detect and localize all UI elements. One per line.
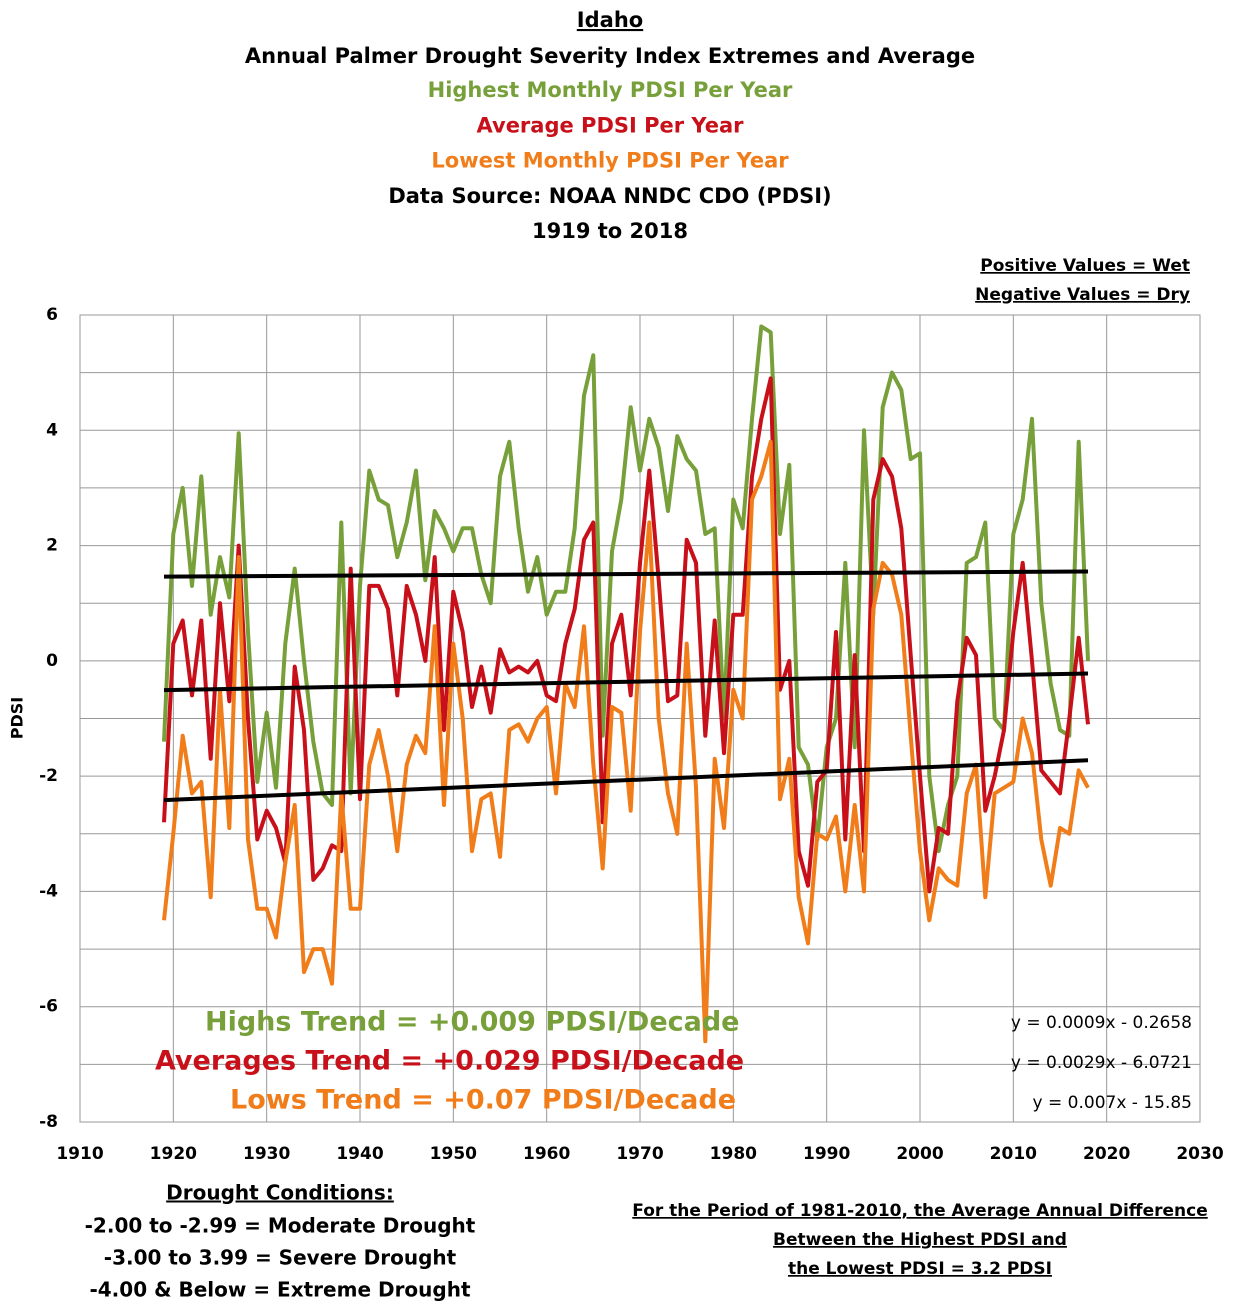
x-tick-label: 1930 [243,1144,290,1164]
x-tick-label: 1940 [336,1144,383,1164]
title-line: Lowest Monthly PDSI Per Year [431,149,789,173]
y-tick-label: 4 [46,420,58,440]
y-tick-label: 0 [46,651,58,671]
period-note: the Lowest PDSI = 3.2 PDSI [788,1259,1052,1279]
x-tick-label: 1970 [616,1144,663,1164]
x-tick-label: 1950 [430,1144,477,1164]
trend-equation: y = 0.007x - 15.85 [1033,1093,1192,1113]
trend-line [163,569,1089,579]
series-line [162,439,1090,1044]
title-line: 1919 to 2018 [532,219,688,243]
drought-line: -2.00 to -2.99 = Moderate Drought [85,1214,476,1238]
x-tick-label: 1990 [803,1144,850,1164]
y-axis-label: PDSI [8,697,27,739]
x-tick-label: 1920 [150,1144,197,1164]
trend-equation: y = 0.0009x - 0.2658 [1011,1013,1192,1033]
y-tick-label: 6 [46,305,58,325]
chart-subtitle: Annual Palmer Drought Severity Index Ext… [245,44,975,68]
y-tick-label: -8 [39,1112,58,1132]
series-line [162,376,1090,894]
x-tick-label: 1980 [710,1144,757,1164]
x-tick-label: 2020 [1083,1144,1130,1164]
y-tick-label: -2 [39,766,58,786]
x-tick-label: 1910 [56,1144,103,1164]
chart-title: Idaho [577,8,643,32]
drought-heading: Drought Conditions: [166,1181,394,1205]
y-tick-label: 2 [46,536,58,556]
x-tick-label: 2000 [896,1144,943,1164]
corner-note: Negative Values = Dry [975,285,1190,305]
x-tick-label: 1960 [523,1144,570,1164]
y-tick-label: -6 [39,997,58,1017]
trend-line [163,671,1089,693]
corner-note: Positive Values = Wet [980,256,1190,276]
y-tick-label: -4 [39,881,58,901]
trend-line [163,758,1089,803]
title-line: Highest Monthly PDSI Per Year [428,78,793,102]
period-note: For the Period of 1981-2010, the Average… [632,1201,1207,1221]
trend-label: Lows Trend = +0.07 PDSI/Decade [230,1085,736,1116]
x-tick-label: 2010 [990,1144,1037,1164]
trend-label: Highs Trend = +0.009 PDSI/Decade [205,1007,740,1038]
trend-label: Averages Trend = +0.029 PDSI/Decade [155,1046,744,1077]
trend-equation: y = 0.0029x - 6.0721 [1011,1053,1192,1073]
period-note: Between the Highest PDSI and [773,1230,1067,1250]
series-line [162,324,1090,854]
title-line: Average PDSI Per Year [477,113,745,137]
title-line: Data Source: NOAA NNDC CDO (PDSI) [388,184,831,208]
drought-line: -3.00 to 3.99 = Severe Drought [104,1246,457,1270]
drought-line: -4.00 & Below = Extreme Drought [89,1278,470,1302]
x-tick-label: 2030 [1176,1144,1223,1164]
